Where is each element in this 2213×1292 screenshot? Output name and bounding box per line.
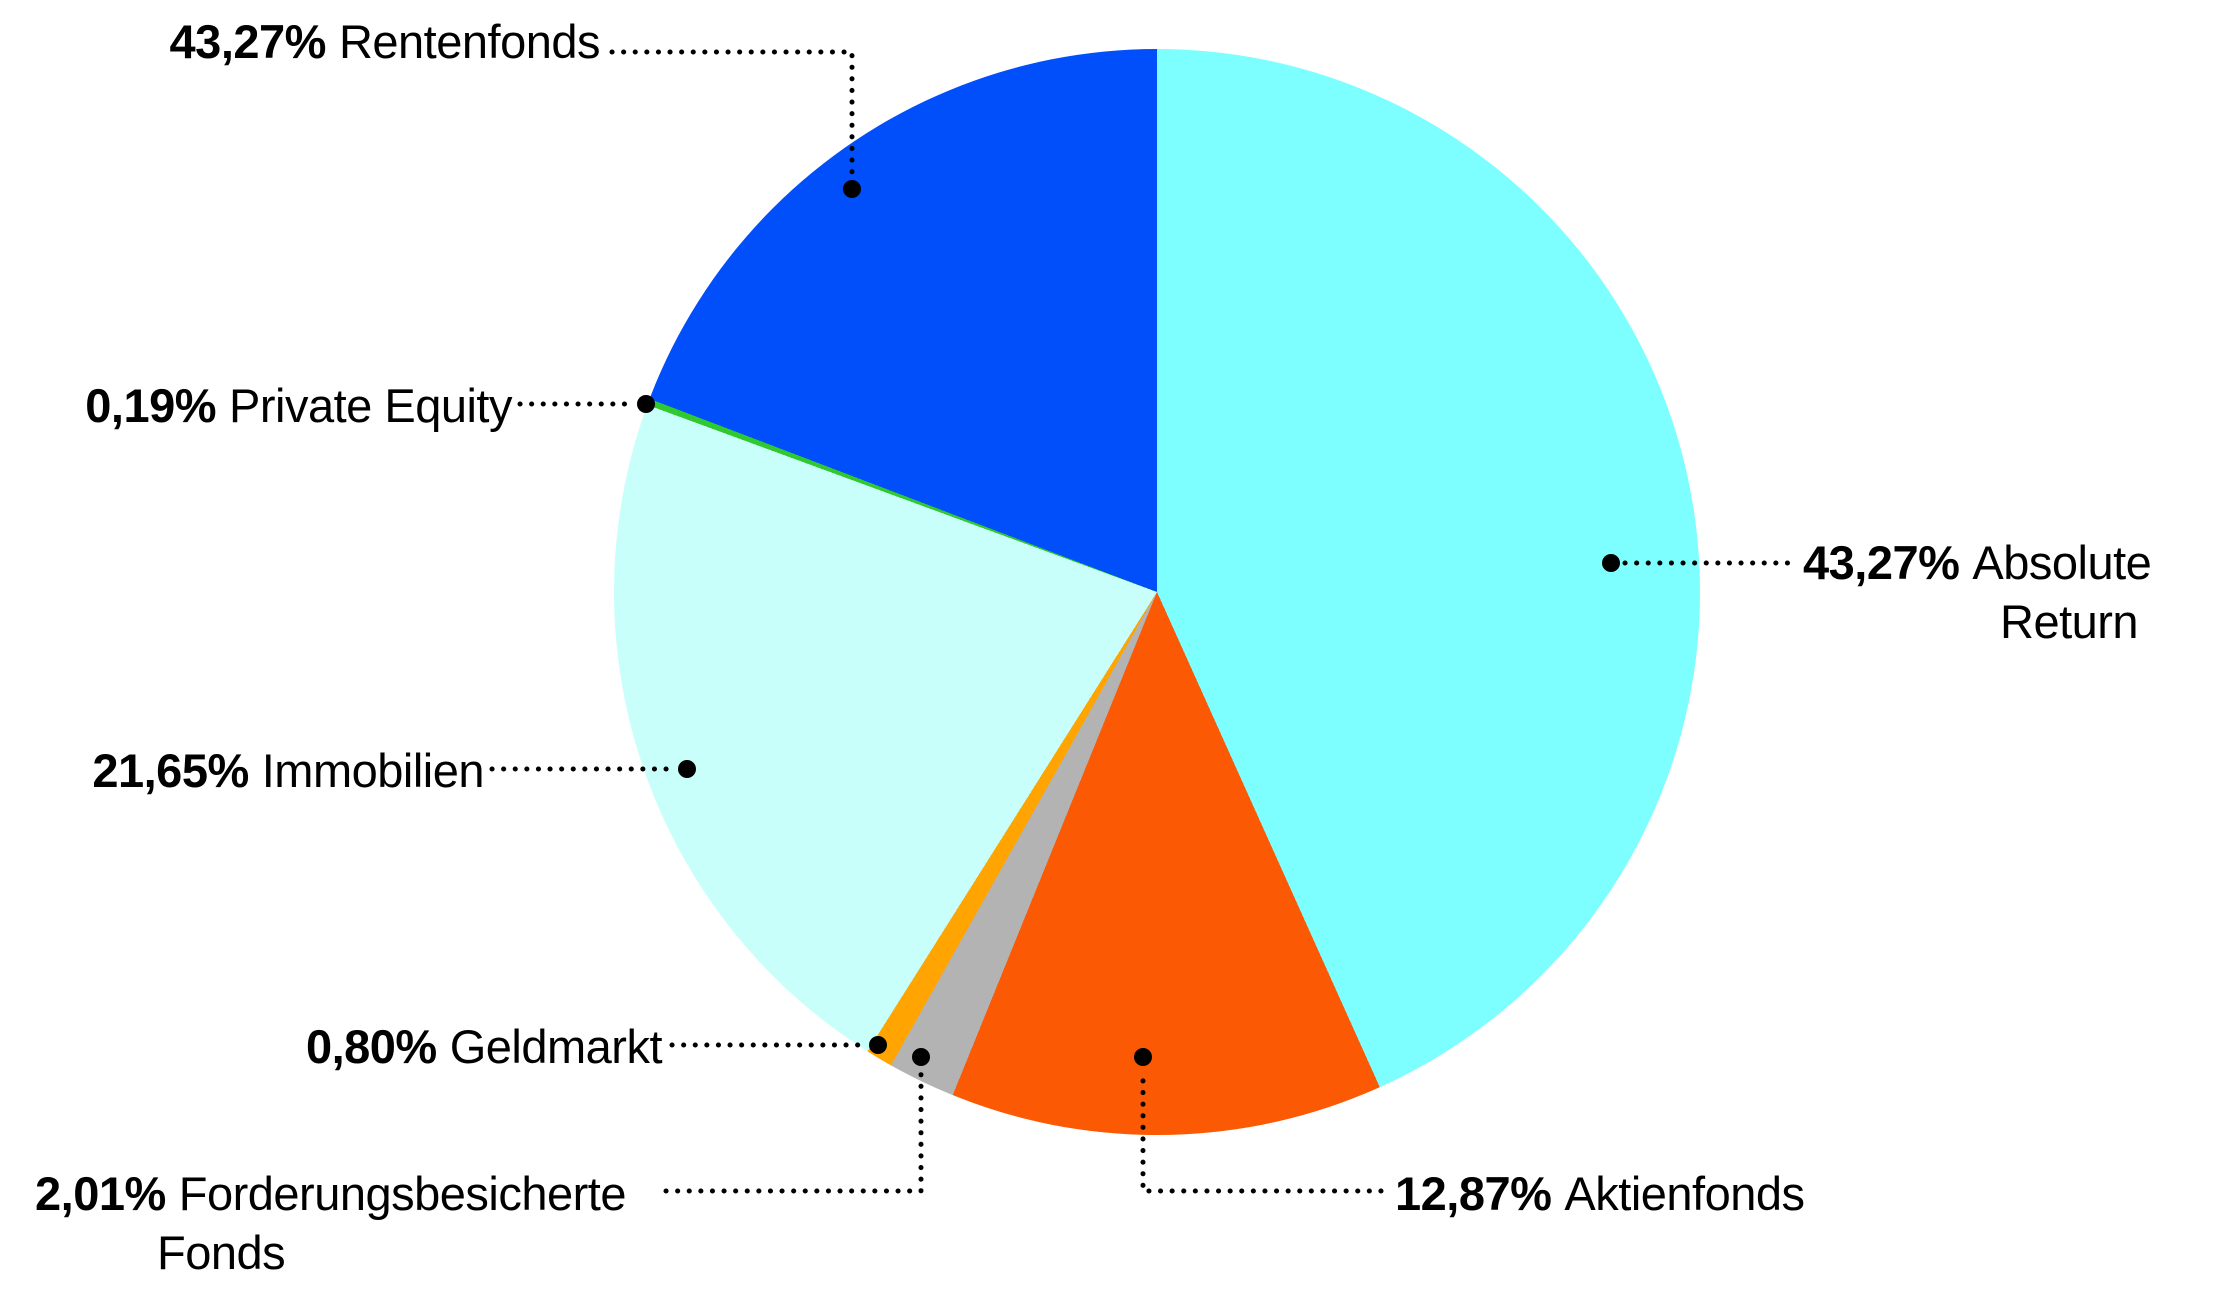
label-absolute-return: 43,27% Absolute Return bbox=[1803, 533, 2152, 651]
pie-chart bbox=[614, 49, 1700, 1135]
geldmarkt-percent: 0,80% bbox=[305, 1020, 437, 1073]
forderungsbesicherte-name-line1: Forderungsbesicherte bbox=[178, 1167, 627, 1220]
aktienfonds-percent: 12,87% bbox=[1395, 1167, 1552, 1220]
geldmarkt-name: Geldmarkt bbox=[449, 1020, 663, 1073]
label-private-equity: 0,19% Private Equity bbox=[85, 376, 512, 435]
rentenfonds-name: Rentenfonds bbox=[338, 15, 601, 68]
private-equity-percent: 0,19% bbox=[85, 379, 217, 432]
immobilien-name: Immobilien bbox=[261, 744, 485, 797]
rentenfonds-percent: 43,27% bbox=[169, 15, 327, 68]
label-aktienfonds: 12,87% Aktienfonds bbox=[1395, 1164, 1805, 1223]
label-immobilien: 21,65% Immobilien bbox=[92, 741, 484, 800]
leader-line-rentenfonds bbox=[609, 49, 855, 179]
forderungsbesicherte-name-line2: Fonds bbox=[157, 1226, 286, 1279]
private-equity-name: Private Equity bbox=[229, 379, 512, 432]
label-geldmarkt: 0,80% Geldmarkt bbox=[305, 1017, 663, 1076]
leader-line-forderungsbesicherte bbox=[663, 1067, 924, 1194]
label-forderungsbesicherte-fonds: 2,01% Forderungsbesicherte Fonds bbox=[35, 1164, 626, 1282]
absolute-return-percent: 43,27% bbox=[1803, 536, 1960, 589]
absolute-return-name-line2: Return bbox=[2000, 595, 2139, 648]
forderungsbesicherte-percent: 2,01% bbox=[35, 1167, 166, 1220]
aktienfonds-name: Aktienfonds bbox=[1564, 1167, 1805, 1220]
absolute-return-name-line1: Absolute bbox=[1972, 536, 2152, 589]
immobilien-percent: 21,65% bbox=[92, 744, 249, 797]
label-rentenfonds: 43,27% Rentenfonds bbox=[169, 12, 601, 71]
